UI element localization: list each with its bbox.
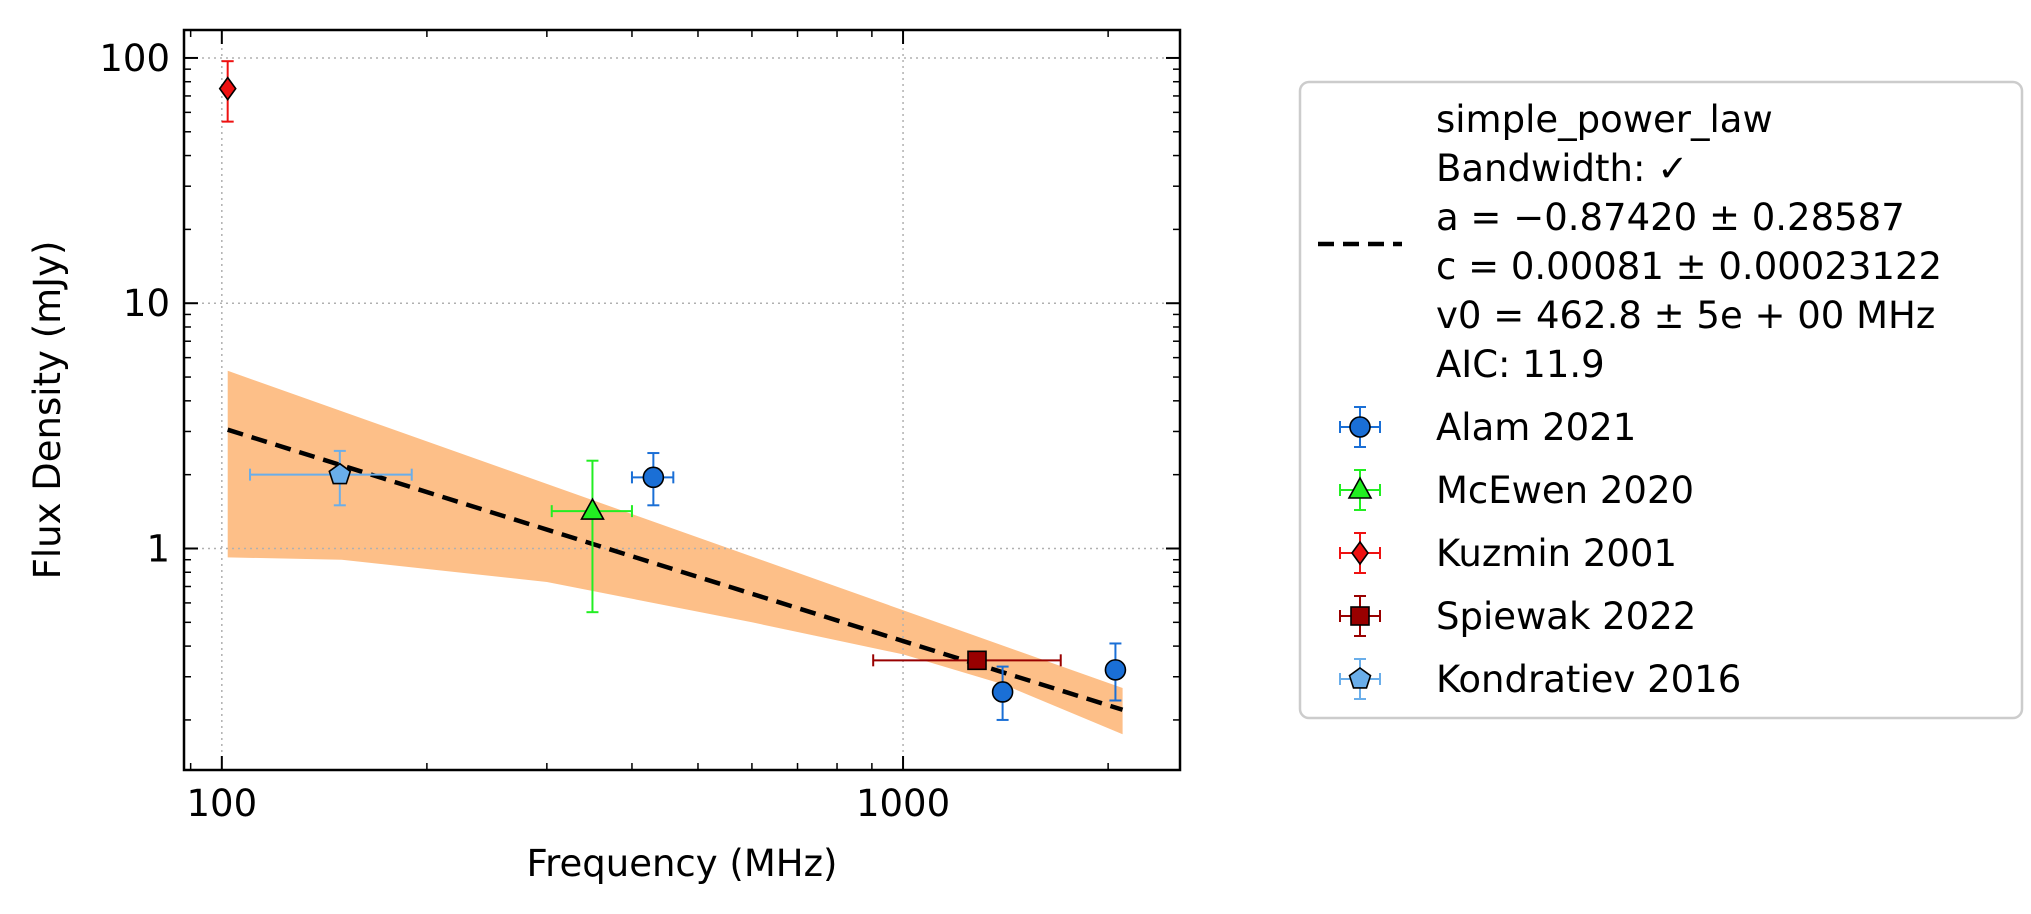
x-axis-label: Frequency (MHz) — [527, 842, 838, 885]
legend-label: Kuzmin 2001 — [1436, 532, 1677, 575]
data-point — [967, 650, 987, 671]
y-axis-label: Flux Density (mJy) — [26, 241, 69, 580]
x-tick-label: 100 — [187, 782, 258, 825]
data-point — [328, 462, 352, 485]
x-tick-label: 1000 — [856, 782, 950, 825]
legend-label: Alam 2021 — [1436, 406, 1636, 449]
legend-label: McEwen 2020 — [1436, 469, 1694, 512]
error-bar — [586, 459, 599, 614]
legend-entry: Spiewak 2022 — [1339, 595, 1696, 638]
legend-marker — [1351, 540, 1369, 566]
legend: simple_power_law Bandwidth: ✓ a = −0.87420… — [1298, 80, 2024, 720]
legend-marker — [1350, 606, 1370, 626]
legend-label: Kondratiev 2016 — [1436, 658, 1741, 701]
error-bar — [872, 654, 1062, 667]
y-tick-label: 10 — [123, 282, 170, 325]
legend-fit-label-line: a = −0.87420 ± 0.28587 — [1436, 196, 1905, 239]
data-point — [218, 76, 237, 101]
data-point — [642, 466, 665, 489]
fit-uncertainty-band — [227, 370, 1123, 735]
legend-marker — [1347, 476, 1373, 499]
legend-fit-label-line: AIC: 11.9 — [1436, 343, 1605, 386]
y-tick-label: 100 — [99, 37, 170, 80]
plot-frame — [182, 28, 1182, 772]
legend-fit-label-line: Bandwidth: ✓ — [1436, 147, 1688, 190]
legend-fit-label-line: c = 0.00081 ± 0.00023122 — [1436, 245, 1942, 288]
legend-fit-label-line: simple_power_law — [1436, 98, 1773, 141]
legend-marker — [1349, 416, 1371, 438]
legend-entry: McEwen 2020 — [1339, 469, 1694, 512]
legend-frame — [1298, 80, 2024, 720]
legend-fit-label-line: v0 = 462.8 ± 5e + 00 MHz — [1436, 294, 1935, 337]
legend-entry: Kuzmin 2001 — [1339, 532, 1677, 575]
data-point — [991, 681, 1014, 703]
legend-entry: Kondratiev 2016 — [1339, 658, 1741, 701]
data-point — [1104, 659, 1127, 681]
legend-label: Spiewak 2022 — [1436, 595, 1696, 638]
data-point — [580, 497, 605, 520]
y-tick-label: 1 — [146, 527, 170, 570]
legend-entry: Alam 2021 — [1339, 406, 1636, 449]
legend-marker — [1348, 667, 1372, 689]
